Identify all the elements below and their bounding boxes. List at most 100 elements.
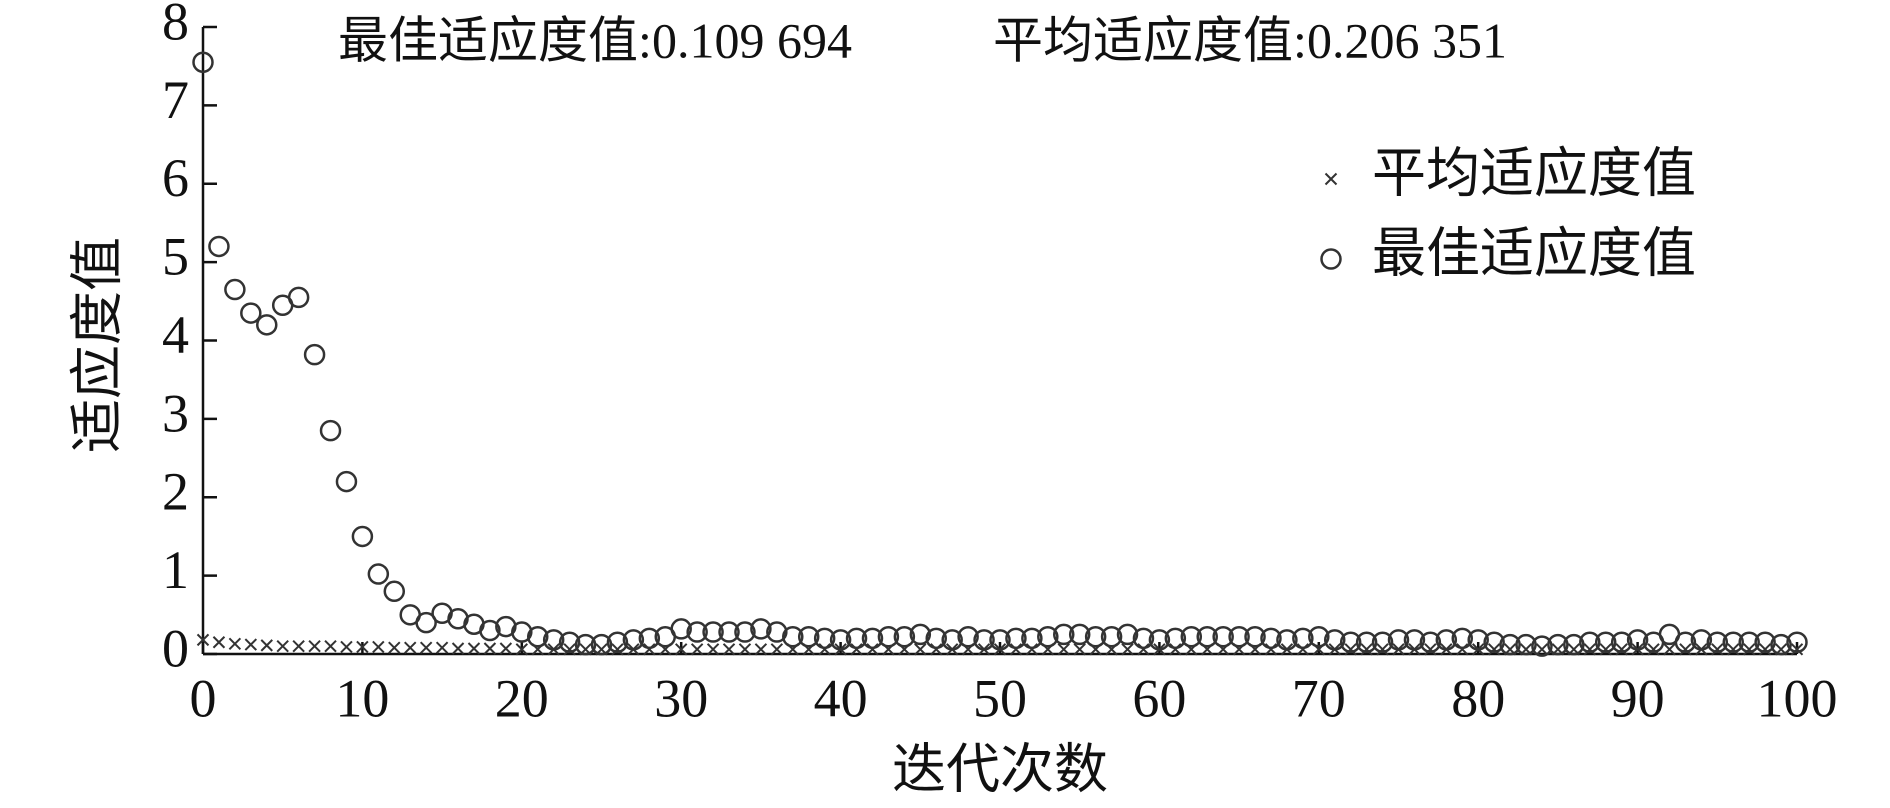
point xyxy=(303,343,326,366)
point xyxy=(973,629,995,651)
point xyxy=(356,640,369,654)
point xyxy=(1360,643,1373,656)
point xyxy=(622,629,645,651)
point xyxy=(451,642,465,655)
point xyxy=(228,637,242,651)
point xyxy=(1009,643,1023,656)
point xyxy=(367,563,390,585)
point xyxy=(1057,643,1070,656)
point xyxy=(1599,643,1612,656)
point xyxy=(276,639,289,653)
point xyxy=(690,643,704,656)
point xyxy=(738,643,752,656)
y-tick-label: 3 xyxy=(162,383,189,443)
point xyxy=(1137,643,1150,656)
point xyxy=(941,629,963,651)
y-tick-label: 4 xyxy=(162,305,189,365)
point xyxy=(1068,623,1091,646)
point xyxy=(1531,635,1553,657)
point xyxy=(818,643,831,656)
point xyxy=(1483,631,1505,653)
point xyxy=(1711,643,1724,656)
point xyxy=(1116,623,1139,646)
point xyxy=(1679,643,1692,656)
legend-label: 平均适应度值 xyxy=(1372,143,1696,203)
point xyxy=(1084,626,1107,648)
point xyxy=(674,643,688,656)
point xyxy=(192,51,214,74)
point xyxy=(766,621,788,643)
point xyxy=(558,631,581,653)
point xyxy=(1563,633,1585,656)
y-tick-label: 0 xyxy=(162,618,189,678)
point xyxy=(563,643,576,656)
point xyxy=(1100,626,1123,648)
point xyxy=(1164,627,1187,650)
y-axis-label: 适应度值 xyxy=(67,237,127,453)
point xyxy=(256,314,278,336)
point xyxy=(467,642,481,655)
point xyxy=(1053,623,1075,646)
point xyxy=(989,629,1011,651)
point xyxy=(240,302,262,324)
point xyxy=(542,629,565,651)
point xyxy=(1547,633,1569,656)
point xyxy=(196,633,210,647)
point xyxy=(643,643,656,656)
point xyxy=(1786,631,1808,653)
point xyxy=(722,643,736,656)
point xyxy=(1615,643,1628,656)
point xyxy=(335,470,358,493)
point xyxy=(1626,629,1649,651)
point xyxy=(1727,643,1740,656)
point xyxy=(1790,643,1804,656)
point xyxy=(1487,643,1501,656)
x-tick-label: 40 xyxy=(814,668,868,728)
point xyxy=(1738,631,1760,653)
point xyxy=(1073,643,1086,656)
point xyxy=(718,621,740,643)
point xyxy=(1419,631,1442,653)
x-tick-label: 10 xyxy=(335,668,389,728)
point xyxy=(324,639,337,653)
y-tick-label: 7 xyxy=(162,70,189,130)
point xyxy=(638,627,661,650)
point xyxy=(1025,643,1039,656)
x-tick-label: 20 xyxy=(495,668,549,728)
point xyxy=(224,278,246,301)
point xyxy=(1339,631,1362,653)
point xyxy=(1456,643,1469,656)
point xyxy=(1169,643,1182,656)
point xyxy=(372,640,385,654)
point xyxy=(1515,633,1537,656)
point xyxy=(1499,633,1521,656)
y-tick-label: 6 xyxy=(162,148,189,208)
point xyxy=(734,621,756,643)
point xyxy=(351,525,374,548)
x-tick-label: 50 xyxy=(973,668,1027,728)
legend-marker xyxy=(1324,172,1338,186)
point xyxy=(850,643,863,656)
point xyxy=(1264,643,1278,656)
point xyxy=(1579,631,1601,653)
point xyxy=(606,631,629,653)
point xyxy=(574,633,597,656)
y-tick-label: 1 xyxy=(162,540,189,600)
point xyxy=(930,643,943,656)
point xyxy=(1148,629,1171,651)
point xyxy=(292,639,305,653)
point xyxy=(914,643,927,656)
point xyxy=(1742,643,1756,656)
point xyxy=(415,611,437,634)
point xyxy=(1037,626,1059,648)
legend-label: 最佳适应度值 xyxy=(1372,223,1696,283)
y-tick-label: 2 xyxy=(162,462,189,522)
point xyxy=(1276,629,1298,651)
point xyxy=(526,626,549,648)
point xyxy=(511,621,533,643)
point xyxy=(861,627,884,650)
point xyxy=(1758,643,1772,656)
point xyxy=(340,640,353,654)
point xyxy=(1132,627,1155,650)
